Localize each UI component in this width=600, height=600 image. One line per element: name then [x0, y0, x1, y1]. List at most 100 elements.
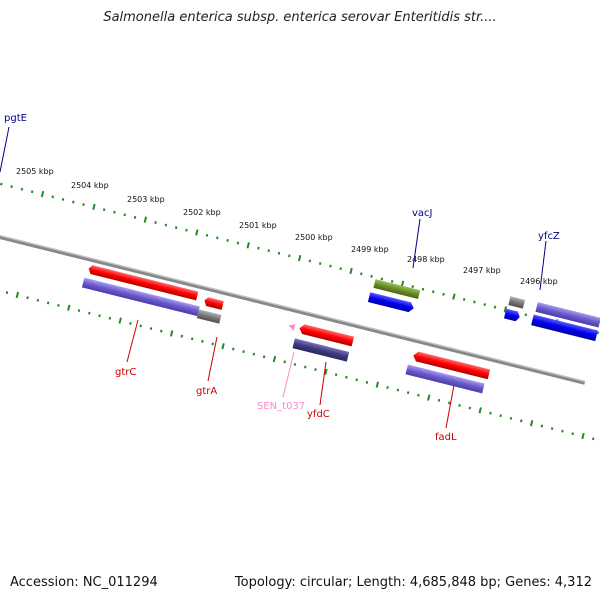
ruler-outer-tick — [61, 197, 65, 201]
ruler-outer-tick — [452, 293, 456, 300]
ruler-outer-tick — [72, 200, 75, 204]
ruler-inner-tick — [519, 419, 523, 423]
ruler-outer-tick — [493, 305, 497, 309]
ruler-inner-tick — [211, 342, 214, 346]
gene-label-gtrC[interactable]: gtrC — [115, 367, 136, 378]
feature-gtrA-red[interactable] — [203, 296, 224, 310]
ruler-outer-tick — [370, 274, 373, 278]
ruler-outer-tick — [102, 208, 106, 212]
ruler-inner-tick — [108, 316, 112, 320]
ruler-inner-tick — [262, 355, 266, 359]
ruler-inner-tick — [458, 404, 461, 407]
feature-gtrC-purple[interactable] — [81, 277, 200, 317]
ruler-outer-tick — [143, 216, 148, 223]
ruler-outer-tick — [329, 264, 332, 268]
feature-yfdC-darkpurple[interactable] — [292, 338, 350, 362]
gene-label-yfdC[interactable]: yfdC — [307, 409, 330, 420]
ruler-inner-tick — [499, 414, 502, 418]
ruler-inner-tick — [160, 329, 163, 333]
ruler-outer-tick — [411, 285, 414, 289]
gene-callouts — [0, 126, 547, 429]
gene-label-SEN_t037[interactable]: SEN_t037 — [257, 401, 305, 412]
ruler-inner-tick — [139, 324, 142, 328]
ruler-outer-tick — [10, 185, 13, 189]
ruler-inner-tick — [529, 420, 534, 427]
feature-yfdC-red[interactable] — [298, 323, 355, 347]
ruler-outer-tick — [216, 236, 219, 240]
ruler-inner-tick — [324, 368, 328, 376]
ruler-inner-tick — [129, 321, 132, 325]
feature-yfcZ-grey[interactable] — [508, 296, 526, 309]
ruler-inner-tick — [57, 304, 60, 307]
ruler-inner-tick — [375, 381, 380, 388]
ruler-outer-tick — [483, 303, 486, 307]
ruler-inner-tick — [283, 360, 286, 364]
ruler-outer-tick — [174, 226, 178, 230]
ruler-outer-tick — [308, 259, 312, 263]
ruler-inner-tick — [15, 291, 20, 299]
ruler-inner-tick — [201, 339, 204, 343]
ruler-inner-tick — [417, 393, 420, 397]
feature-fadL-red[interactable] — [412, 351, 491, 380]
ruler-inner-tick — [118, 317, 122, 324]
feature-SEN_t037[interactable] — [288, 323, 296, 331]
scale-label: 2500 kbp — [295, 233, 333, 242]
ruler-inner-tick — [169, 330, 174, 337]
feature-vacJ-olive[interactable] — [373, 279, 421, 300]
gene-label-fadL[interactable]: fadL — [435, 432, 457, 443]
ruler-inner-tick — [406, 391, 410, 395]
ruler-inner-tick — [5, 291, 9, 295]
scale-labels: 2505 kbp 2504 kbp 2503 kbp 2502 kbp 2501 kbp… — [16, 167, 558, 286]
scale-label: 2497 kbp — [463, 266, 501, 275]
ruler-outer-tick — [205, 233, 209, 237]
ruler-inner-tick — [304, 365, 307, 369]
ruler-outer-tick — [40, 190, 45, 198]
ruler-inner-tick — [550, 427, 554, 431]
ruler-inner-tick — [242, 350, 245, 354]
map-track-group — [0, 182, 600, 441]
ruler-inner-tick — [46, 301, 50, 305]
ruler-outer-tick — [277, 251, 281, 255]
ruler-inner-tick — [232, 347, 235, 351]
ruler-inner-tick — [581, 432, 585, 440]
ruler-outer-tick — [462, 297, 466, 301]
ruler-outer-tick — [185, 228, 188, 232]
ruler-outer-tick — [133, 215, 137, 219]
ruler-inner-tick — [489, 411, 492, 415]
ruler-outer-tick — [432, 290, 435, 294]
ruler-inner-tick — [365, 380, 369, 384]
ruler-inner-tick — [314, 368, 317, 372]
gene-label-vacJ[interactable]: vacJ — [412, 208, 433, 219]
scale-label: 2498 kbp — [407, 255, 445, 264]
feature-right-blue[interactable] — [531, 314, 598, 342]
ruler-inner-tick — [77, 309, 81, 313]
feature-fadL-purple[interactable] — [405, 364, 485, 394]
ruler-outer-tick — [113, 210, 116, 214]
ruler-outer-tick — [267, 249, 271, 253]
ruler-inner-tick — [386, 386, 389, 389]
scale-label: 2496 kbp — [520, 277, 558, 286]
ruler-outer-tick — [92, 203, 96, 211]
gene-label-pgtE[interactable]: pgtE — [4, 113, 27, 124]
ruler-outer-tick — [154, 221, 157, 224]
feature-vacJ-blue[interactable] — [367, 292, 415, 313]
ruler-outer-tick — [236, 241, 240, 245]
ruler-outer-tick — [318, 262, 322, 265]
gene-label-gtrA[interactable]: gtrA — [196, 386, 217, 397]
ruler-inner-tick — [509, 416, 513, 420]
ruler-inner-tick — [437, 398, 441, 402]
feature-gtrC-red[interactable] — [87, 265, 199, 301]
feature-right-purple[interactable] — [535, 302, 600, 328]
ruler-outer-tick — [123, 213, 127, 217]
ruler-inner-tick — [334, 373, 338, 377]
ruler-inner-tick — [67, 304, 71, 311]
ruler-outer-tick — [257, 246, 260, 250]
gene-label-yfcZ[interactable]: yfcZ — [538, 231, 560, 242]
feature-gtrA-grey[interactable] — [196, 309, 222, 324]
feature-yfcZ-blue[interactable] — [503, 308, 521, 322]
ruler-inner-tick — [561, 429, 564, 433]
ruler-outer-tick — [360, 272, 363, 276]
ruler-inner-tick — [26, 296, 29, 300]
ruler-inner-tick — [468, 406, 472, 410]
